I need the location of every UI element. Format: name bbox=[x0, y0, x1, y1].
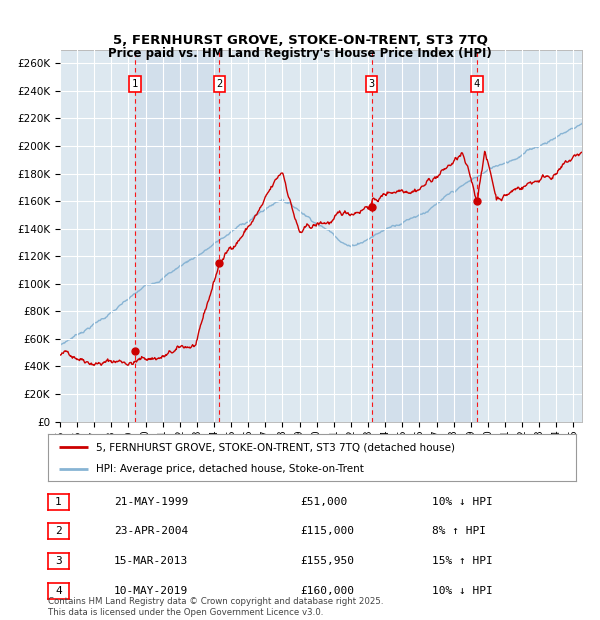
Text: 3: 3 bbox=[55, 556, 62, 566]
Text: 15% ↑ HPI: 15% ↑ HPI bbox=[432, 556, 493, 566]
Text: 10% ↓ HPI: 10% ↓ HPI bbox=[432, 586, 493, 596]
Text: 2: 2 bbox=[216, 79, 223, 89]
Text: 15-MAR-2013: 15-MAR-2013 bbox=[114, 556, 188, 566]
Text: 5, FERNHURST GROVE, STOKE-ON-TRENT, ST3 7TQ (detached house): 5, FERNHURST GROVE, STOKE-ON-TRENT, ST3 … bbox=[95, 442, 455, 452]
Text: 3: 3 bbox=[368, 79, 375, 89]
Bar bbox=[371, 50, 477, 422]
Text: Price paid vs. HM Land Registry's House Price Index (HPI): Price paid vs. HM Land Registry's House … bbox=[108, 46, 492, 60]
Text: 23-APR-2004: 23-APR-2004 bbox=[114, 526, 188, 536]
Text: 21-MAY-1999: 21-MAY-1999 bbox=[114, 497, 188, 507]
Text: £160,000: £160,000 bbox=[300, 586, 354, 596]
Text: HPI: Average price, detached house, Stoke-on-Trent: HPI: Average price, detached house, Stok… bbox=[95, 464, 364, 474]
Text: 5, FERNHURST GROVE, STOKE-ON-TRENT, ST3 7TQ: 5, FERNHURST GROVE, STOKE-ON-TRENT, ST3 … bbox=[113, 34, 487, 47]
Text: 8% ↑ HPI: 8% ↑ HPI bbox=[432, 526, 486, 536]
Text: 4: 4 bbox=[474, 79, 480, 89]
Bar bbox=[135, 50, 220, 422]
Text: £115,000: £115,000 bbox=[300, 526, 354, 536]
Text: £155,950: £155,950 bbox=[300, 556, 354, 566]
Text: 10-MAY-2019: 10-MAY-2019 bbox=[114, 586, 188, 596]
Text: 2: 2 bbox=[55, 526, 62, 536]
Text: 1: 1 bbox=[55, 497, 62, 507]
Text: £51,000: £51,000 bbox=[300, 497, 347, 507]
Text: 1: 1 bbox=[132, 79, 138, 89]
Text: 10% ↓ HPI: 10% ↓ HPI bbox=[432, 497, 493, 507]
Text: 4: 4 bbox=[55, 586, 62, 596]
Text: Contains HM Land Registry data © Crown copyright and database right 2025.
This d: Contains HM Land Registry data © Crown c… bbox=[48, 598, 383, 617]
